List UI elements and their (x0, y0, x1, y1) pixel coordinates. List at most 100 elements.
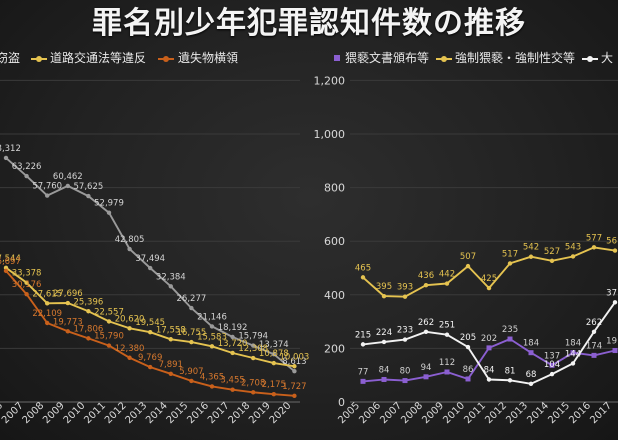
data-point (292, 369, 297, 374)
data-label: 215 (355, 330, 371, 340)
data-label: 37,544 (0, 254, 21, 264)
data-point (381, 376, 387, 382)
data-label: 395 (376, 282, 392, 292)
data-point (381, 293, 387, 299)
data-point (65, 300, 71, 306)
x-tick-label: 2020 (268, 400, 294, 426)
data-point (230, 387, 235, 392)
data-label: 36,697 (0, 257, 21, 267)
data-point (230, 350, 235, 356)
x-tick-label: 2009 (420, 400, 446, 426)
gridlines (0, 79, 300, 403)
x-tick-label: 2008 (399, 400, 425, 426)
data-point (570, 350, 576, 356)
data-labels: 77 84 80 94 112 86 202 235 184 137 184 174 19 465 395 3… (355, 233, 617, 379)
data-point (230, 334, 235, 340)
data-label: 68,312 (0, 144, 21, 154)
data-point (148, 364, 153, 370)
data-label: 22,557 (94, 307, 124, 317)
data-label: 25,396 (74, 297, 104, 307)
data-label: 577 (586, 233, 602, 243)
data-label: 15,794 (238, 332, 268, 342)
data-point (360, 342, 366, 347)
page-title: 罪名別少年犯罪認知件数の推移 (92, 6, 526, 41)
data-point (486, 377, 492, 382)
data-point (168, 284, 173, 289)
data-point (148, 265, 153, 271)
data-label: 137 (544, 351, 560, 361)
data-label: 144 (565, 349, 581, 359)
data-point (360, 275, 366, 280)
x-tick-label: 2014 (144, 400, 170, 426)
data-label: 5,907 (179, 367, 203, 377)
data-label: 9,769 (138, 353, 162, 363)
data-label: 27,615 (32, 289, 62, 299)
data-point (86, 336, 91, 341)
data-label: 60,462 (53, 172, 83, 182)
right-chart: 0 200 400 600 800 1,000 1,200 20052006200720082… (314, 74, 618, 426)
data-label: 393 (397, 283, 413, 293)
data-point (444, 332, 450, 337)
data-point (106, 319, 112, 324)
legend-square-marker (334, 55, 340, 61)
legend-dot (163, 56, 169, 62)
data-label: 527 (544, 247, 560, 257)
data-label: 4,365 (200, 372, 224, 382)
data-point (486, 285, 492, 291)
data-point (24, 291, 29, 297)
data-label: 57,625 (74, 182, 104, 192)
data-point (127, 326, 132, 331)
data-point (528, 350, 534, 356)
data-label: 68 (526, 370, 537, 380)
y-tick-label: 200 (324, 342, 345, 355)
data-label: 42,805 (115, 235, 145, 245)
data-label: 15,583 (197, 332, 227, 342)
data-label: 13,374 (259, 340, 289, 350)
data-point (271, 352, 276, 357)
legend-label-series-2: 強制猥褻・強制性交等 (455, 51, 576, 65)
data-label: 224 (376, 328, 392, 338)
data-point (127, 246, 132, 252)
data-label: 57,760 (32, 182, 62, 192)
data-point (127, 355, 132, 360)
y-tick-label: 0 (338, 396, 345, 409)
legend-dot (587, 56, 593, 62)
data-point (381, 339, 387, 345)
data-point (251, 343, 256, 348)
data-label: 94 (421, 363, 432, 373)
data-label: 12,380 (115, 344, 145, 354)
data-label: 425 (481, 274, 497, 284)
data-label: 18,192 (218, 323, 248, 333)
y-tick-label: 1,200 (314, 74, 346, 87)
data-label: 17,558 (156, 325, 186, 335)
data-label: 543 (565, 242, 581, 252)
x-tick-label: 2013 (504, 400, 530, 426)
data-point (507, 336, 513, 342)
data-point (528, 254, 534, 259)
data-point (591, 245, 597, 250)
data-point (86, 309, 91, 314)
data-label: 507 (460, 252, 476, 262)
data-point (423, 282, 429, 288)
legend-line-marker (582, 56, 598, 62)
data-label: 184 (523, 339, 539, 349)
legend-label-series-2: 道路交通法等違反 (50, 51, 147, 65)
x-tick-label: 2016 (567, 400, 593, 426)
data-point (189, 339, 194, 345)
data-label: 184 (565, 339, 581, 349)
data-label: 56 (606, 237, 617, 247)
series-points (3, 155, 297, 399)
data-point (549, 362, 555, 368)
data-label: 81 (505, 366, 516, 376)
series-lines (362, 246, 616, 385)
data-label: 19,545 (135, 318, 165, 328)
legend-line-marker (436, 56, 452, 62)
data-point (423, 329, 429, 334)
data-label: 262 (586, 318, 602, 328)
data-label: 12,308 (238, 344, 268, 354)
data-point (189, 305, 194, 311)
data-point (507, 378, 513, 383)
data-point (591, 352, 597, 358)
data-point (251, 390, 256, 395)
data-point (3, 268, 9, 274)
